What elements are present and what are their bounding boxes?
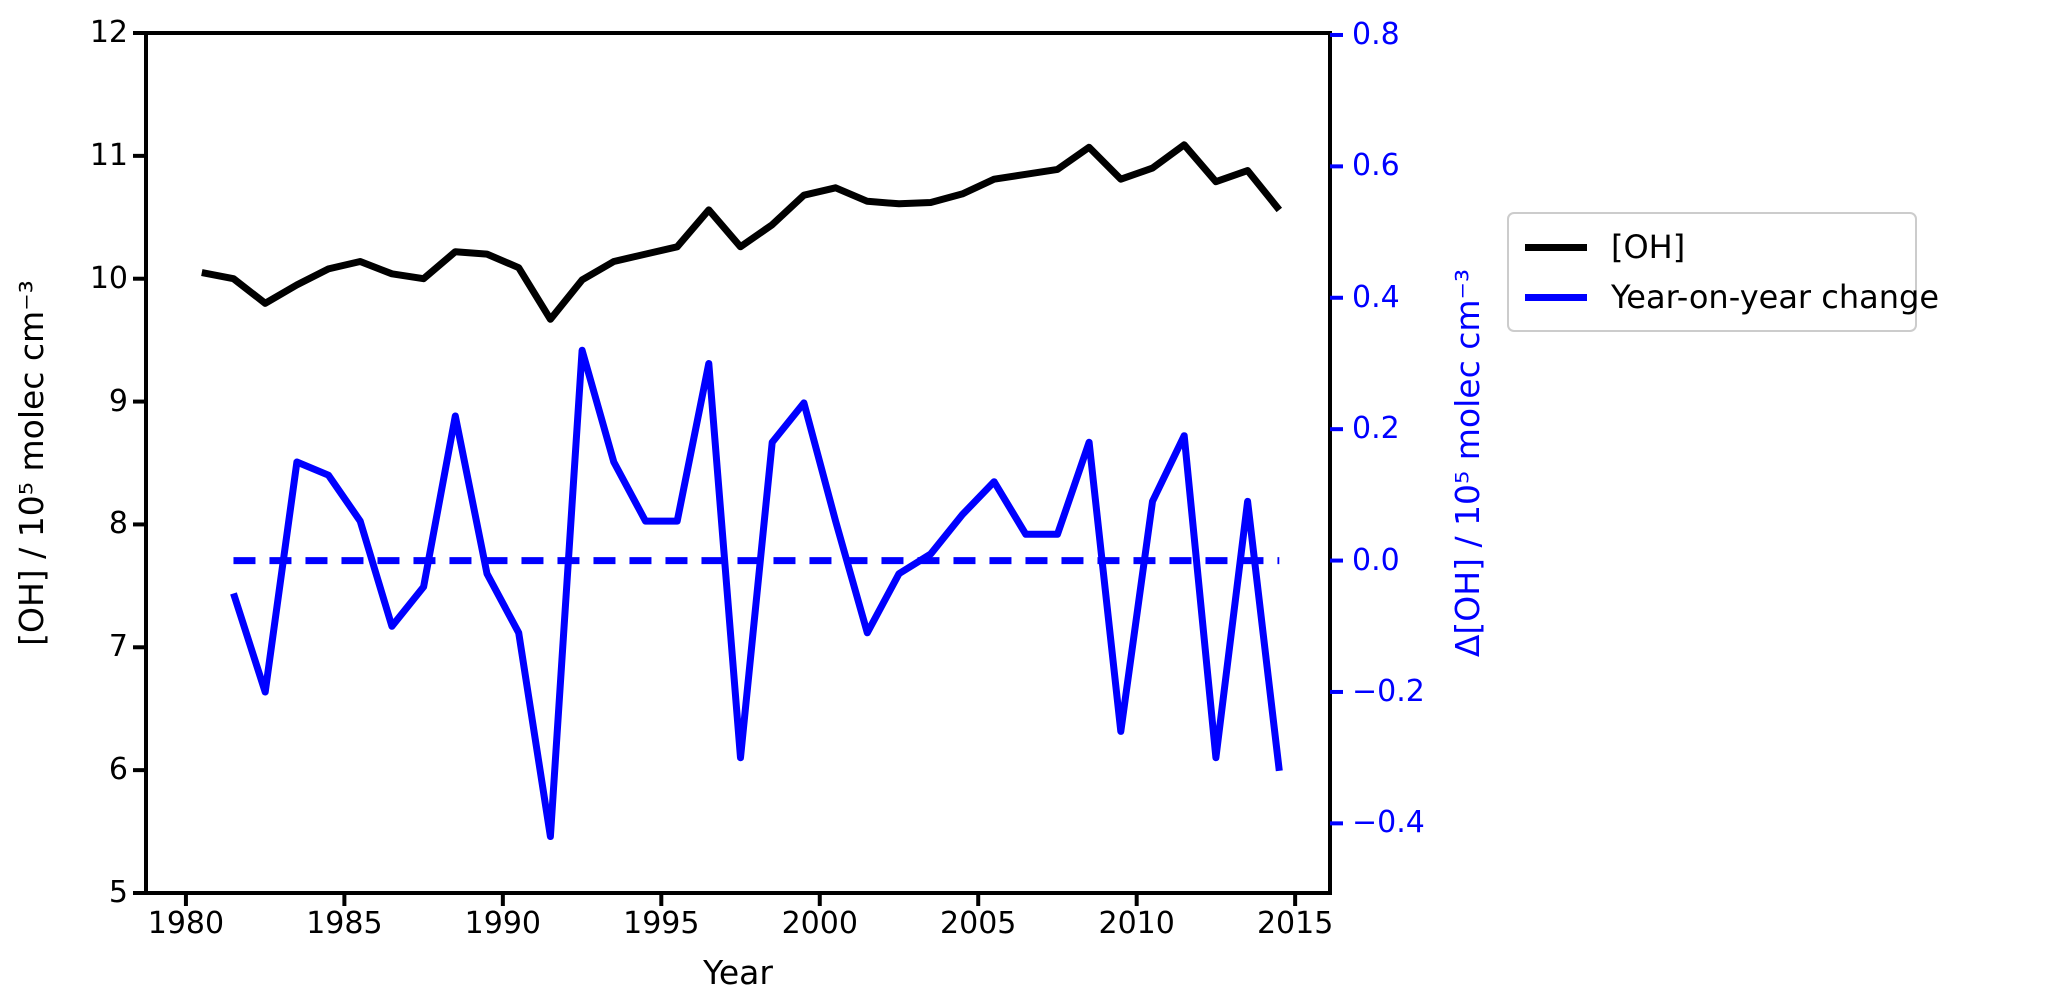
y-right-tick-label: −0.2	[1352, 673, 1425, 709]
plot-border	[144, 31, 1332, 895]
x-tick-label: 2000	[781, 906, 858, 941]
legend-entry-yoy: Year-on-year change	[1525, 276, 1939, 318]
legend-label-yoy: Year-on-year change	[1611, 278, 1940, 316]
y-right-tick-label: −0.4	[1352, 805, 1425, 841]
yoy-series-line	[230, 346, 1283, 840]
legend-entry-oh: [OH]	[1525, 226, 1897, 268]
y-right-tick-label: 0.6	[1352, 148, 1400, 184]
y-axis-label-left: [OH] / 10⁵ molec cm⁻³	[12, 280, 51, 646]
x-axis-label: Year	[703, 953, 773, 992]
y-right-tick-label: 0.4	[1352, 279, 1400, 315]
y-left-tick-label: 11	[89, 137, 128, 173]
x-tick-label: 1985	[306, 906, 383, 941]
legend: [OH] Year-on-year change	[1507, 212, 1939, 332]
oh-line-sample-icon	[1525, 243, 1587, 251]
y-right-tick-label: 0.8	[1352, 16, 1400, 52]
x-tick-label: 1980	[147, 906, 225, 941]
y-left-tick-label: 6	[108, 752, 128, 788]
y-left-tick-label: 5	[108, 875, 128, 910]
y-left-tick-label: 9	[108, 383, 128, 419]
x-tick-label: 2010	[1098, 906, 1175, 941]
y-axis-label-right: Δ[OH] / 10⁵ molec cm⁻³	[1448, 268, 1487, 658]
y-right-tick-label: 0.0	[1352, 542, 1400, 578]
y-left-tick-label: 7	[108, 629, 128, 665]
x-tick-label: 2005	[940, 906, 1017, 941]
yoy-line-sample-icon	[1525, 293, 1587, 301]
oh-series-line	[201, 141, 1283, 323]
y-left-tick-label: 8	[108, 506, 128, 542]
x-tick-label: 1995	[623, 906, 700, 941]
y-left-tick-label: 10	[89, 260, 128, 296]
legend-label-oh: [OH]	[1611, 228, 1686, 266]
x-tick-label: 2015	[1256, 906, 1334, 941]
x-tick-label: 1990	[464, 906, 542, 941]
y-left-tick-label: 12	[89, 15, 128, 50]
y-right-tick-label: 0.2	[1352, 411, 1400, 447]
